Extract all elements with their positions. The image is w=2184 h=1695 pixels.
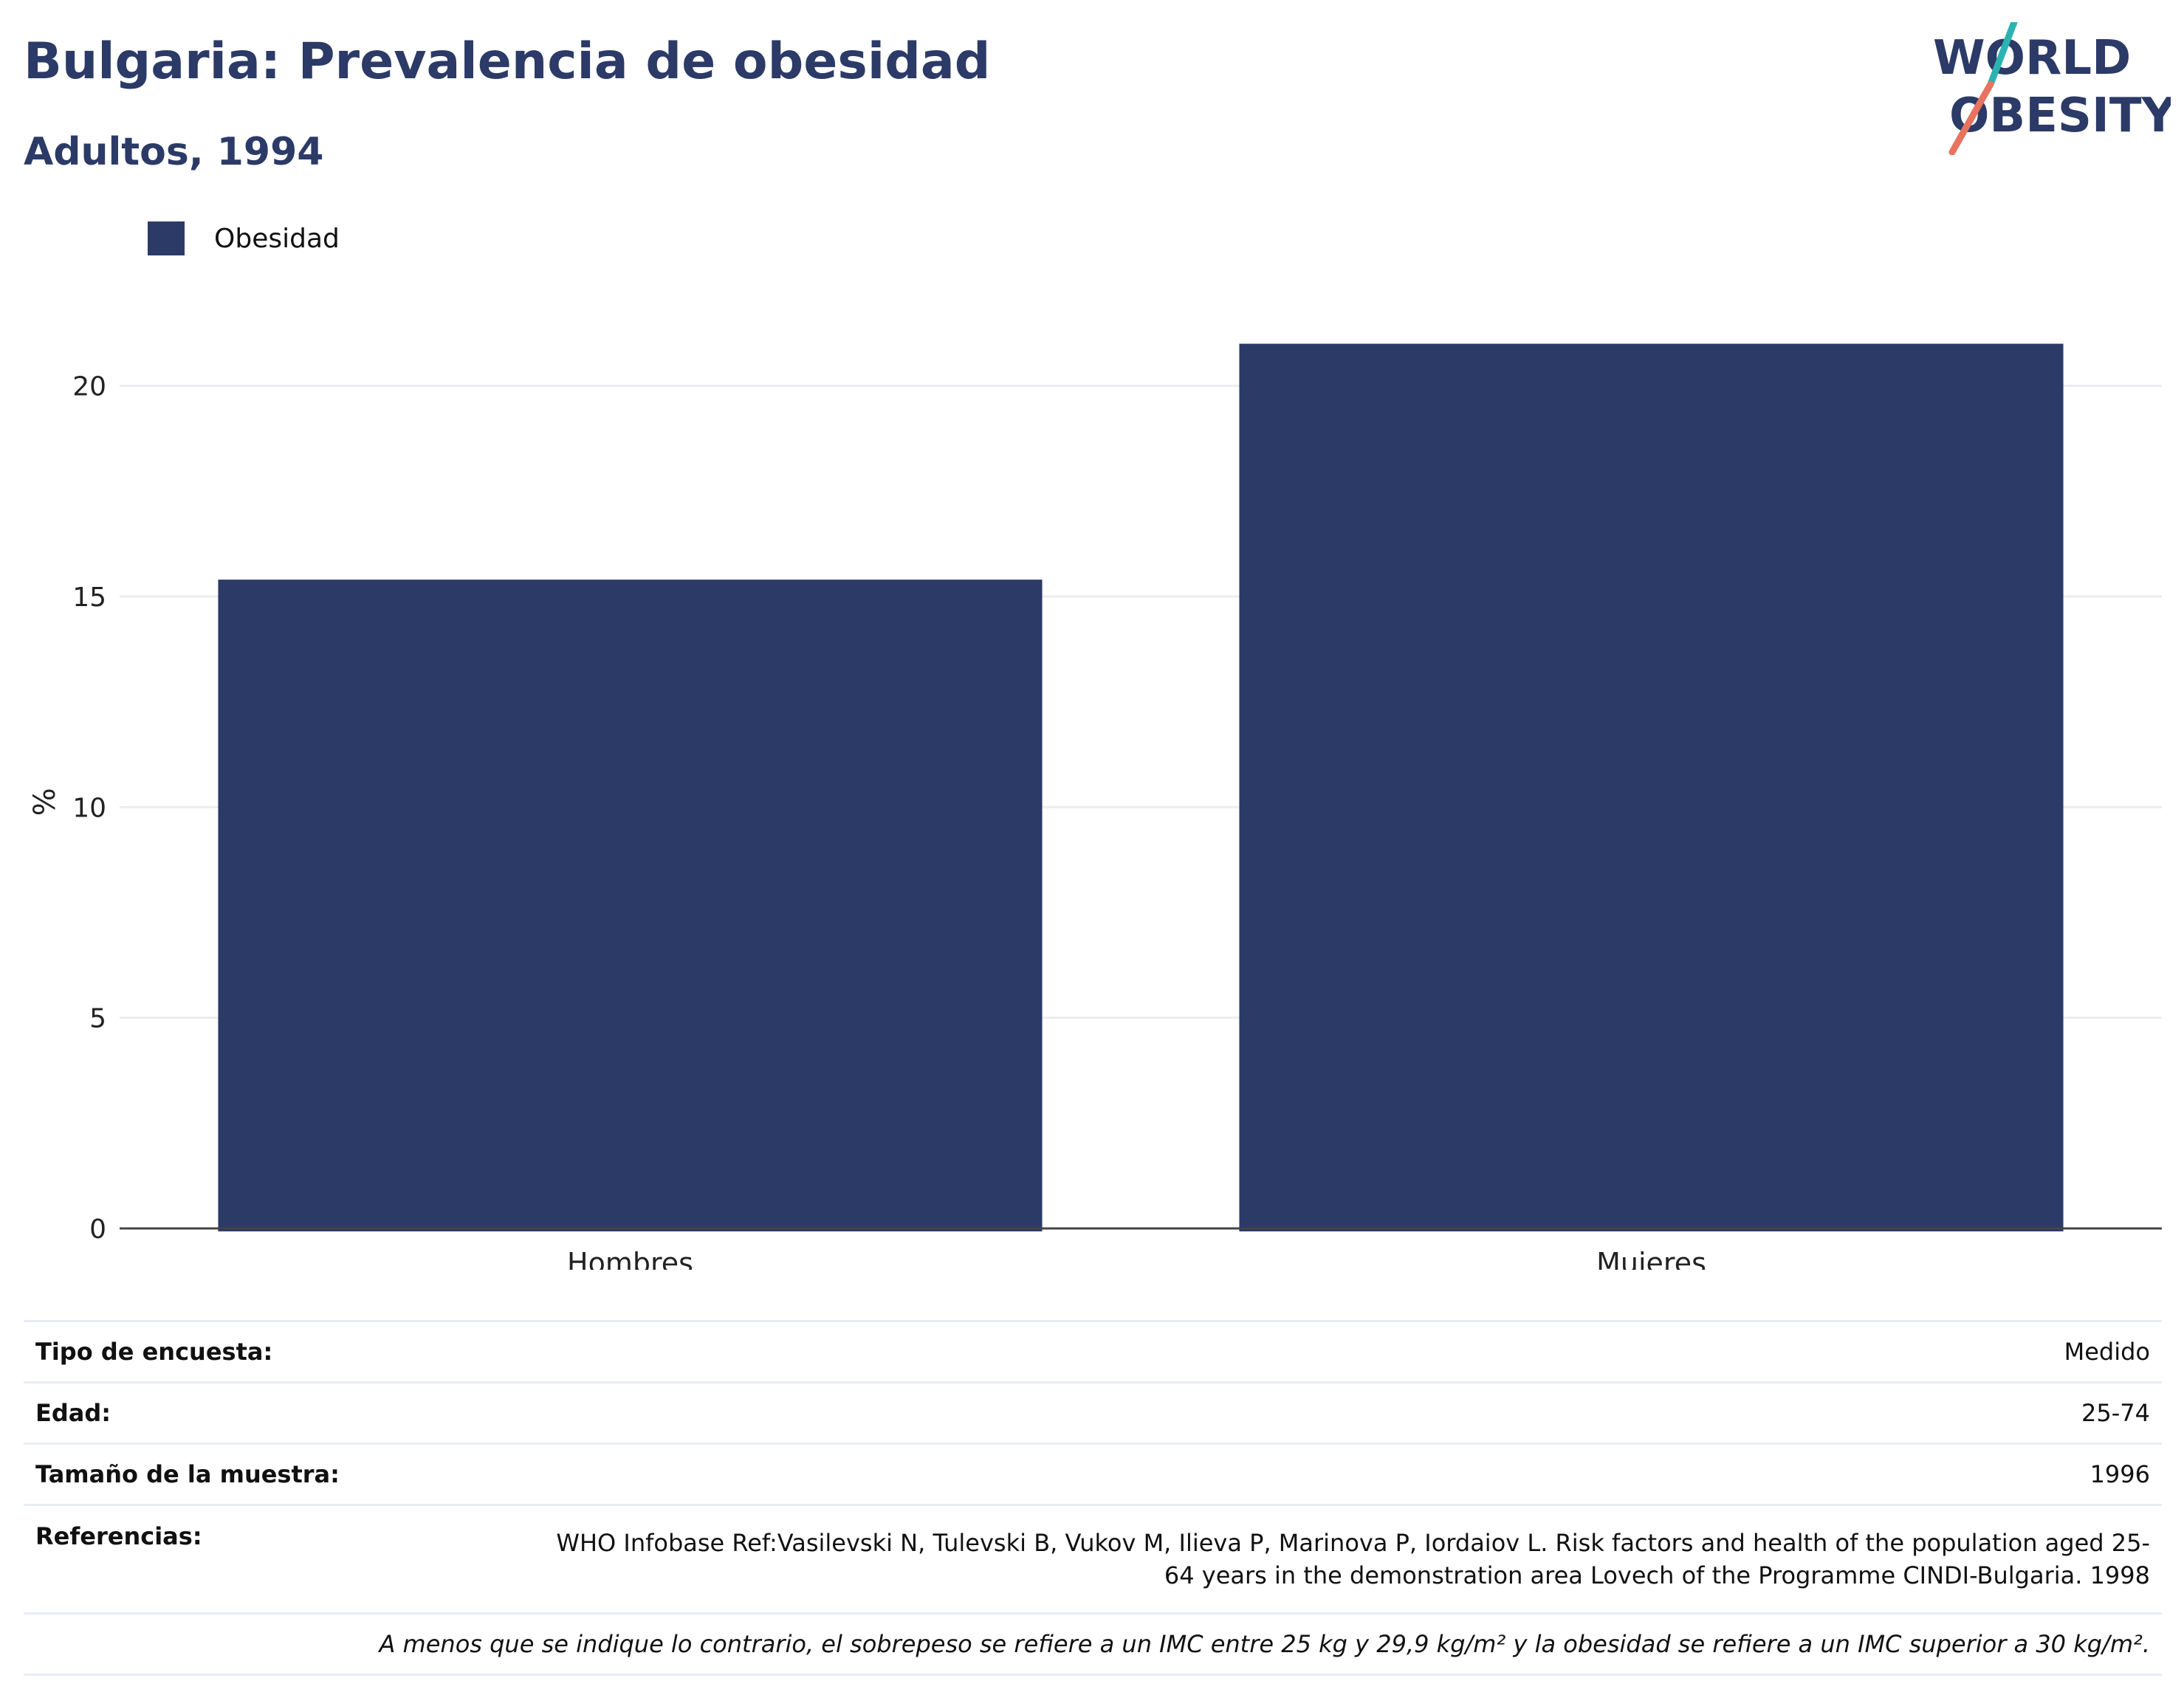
info-table: Tipo de encuesta: Medido Edad: 25-74 Tam… (24, 1320, 2162, 1676)
info-row-sample-size: Tamaño de la muestra: 1996 (24, 1443, 2162, 1505)
bar-chart: 0 5 10 15 20 Hombres Mujeres% (28, 343, 2162, 1270)
info-value-survey-type: Medido (2064, 1338, 2150, 1366)
bar-hombres (218, 580, 1043, 1231)
bar-mujeres (1239, 343, 2064, 1232)
y-tick-label-15: 15 (72, 582, 106, 613)
info-row-survey-type: Tipo de encuesta: Medido (24, 1321, 2162, 1383)
x-tick-label-mujeres: Mujeres (1596, 1247, 1706, 1270)
y-axis-title: % (28, 788, 62, 816)
legend: Obesidad (148, 220, 340, 257)
chart-title: Bulgaria: Prevalencia de obesidad (24, 32, 991, 91)
bmi-definition-note: A menos que se indique lo contrario, el … (24, 1613, 2162, 1676)
info-key-age: Edad: (35, 1399, 111, 1427)
info-key-references: Referencias: (35, 1522, 202, 1550)
info-value-references: WHO Infobase Ref:Vasilevski N, Tulevski … (384, 1505, 2162, 1614)
info-row-note: A menos que se indique lo contrario, el … (24, 1613, 2162, 1676)
reference-line-1: WHO Infobase Ref:Vasilevski N, Tulevski … (556, 1529, 2150, 1557)
y-tick-label-20: 20 (72, 372, 106, 402)
legend-label-obesidad: Obesidad (214, 223, 340, 254)
y-tick-label-5: 5 (89, 1004, 106, 1034)
info-key-sample-size: Tamaño de la muestra: (35, 1460, 340, 1488)
info-key-survey-type: Tipo de encuesta: (35, 1338, 273, 1366)
reference-line-2: 64 years in the demonstration area Lovec… (1164, 1561, 2150, 1589)
info-row-age: Edad: 25-74 (24, 1382, 2162, 1444)
y-tick-label-10: 10 (72, 793, 106, 823)
legend-swatch-obesidad (148, 221, 185, 255)
logo-line-world: WORLD (1933, 31, 2131, 86)
info-value-age: 25-74 (2081, 1399, 2150, 1427)
x-tick-label-hombres: Hombres (567, 1247, 693, 1270)
chart-subtitle: Adultos, 1994 (24, 130, 324, 174)
info-value-sample-size: 1996 (2089, 1460, 2150, 1488)
info-row-references: Referencias: WHO Infobase Ref:Vasilevski… (24, 1505, 2162, 1614)
logo-slash-bottom (1948, 80, 1994, 155)
world-obesity-logo: WORLD OBESITY (1933, 22, 2171, 155)
y-tick-label-0: 0 (89, 1214, 106, 1245)
logo-slash-top (1987, 22, 2018, 88)
